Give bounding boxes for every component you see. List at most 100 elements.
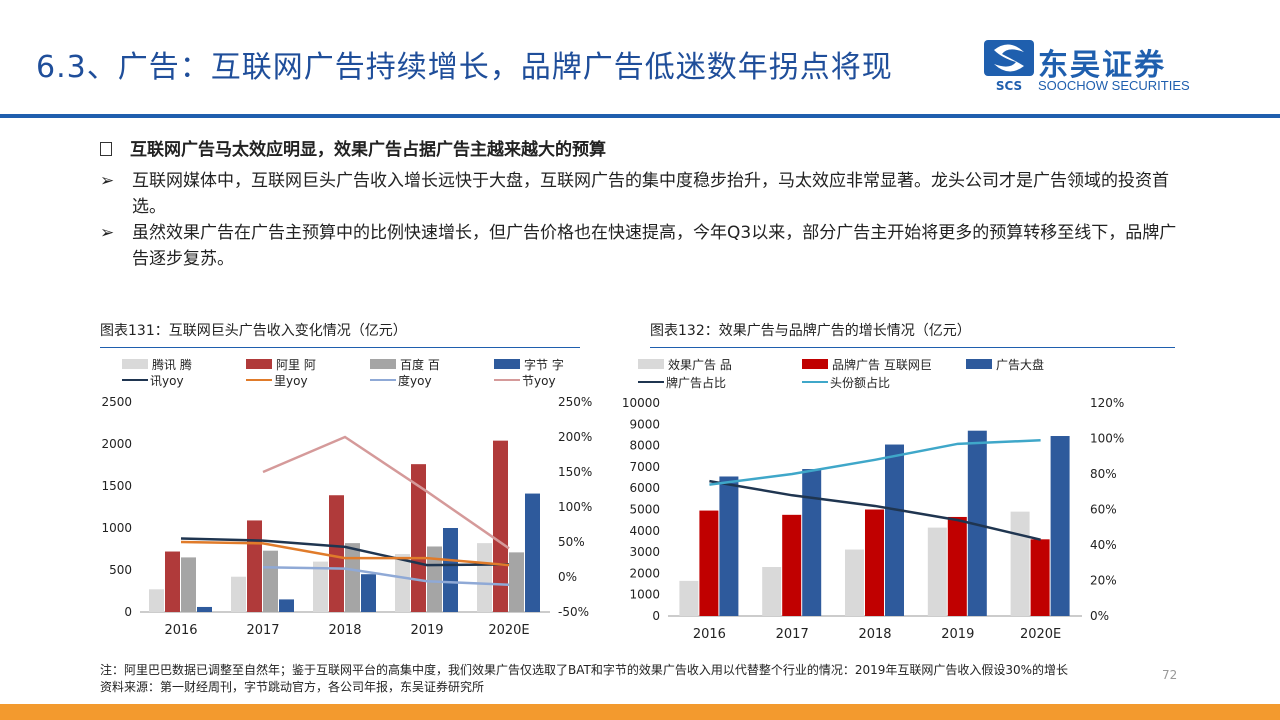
y-tick-label: 500	[109, 563, 132, 577]
y-tick-label: 7000	[629, 460, 660, 474]
bar	[967, 430, 987, 616]
bar	[1050, 436, 1070, 616]
y-tick-label: 0	[652, 609, 660, 623]
x-tick-label: 2018	[328, 623, 361, 638]
page-title: 6.3、广告：互联网广告持续增长，品牌广告低迷数年拐点将现	[36, 50, 893, 85]
y2-tick-label: 60%	[1090, 503, 1117, 517]
y-tick-label: 4000	[629, 524, 660, 538]
y2-tick-label: 0%	[558, 570, 577, 584]
legend-swatch	[370, 359, 396, 369]
y2-tick-label: 100%	[1090, 432, 1124, 446]
x-tick-label: 2019	[941, 627, 974, 642]
legend-label: 效果广告 品	[668, 357, 732, 372]
legend-swatch	[638, 359, 664, 369]
legend-swatch	[122, 359, 148, 369]
y2-tick-label: 40%	[1090, 538, 1117, 552]
bullet-text-2: 虽然效果广告在广告主预算中的比例快速增长，但广告价格也在快速提高，今年Q3以来，…	[132, 223, 1177, 269]
logo-chinese-name: 东吴证券	[1038, 48, 1166, 83]
chart1-rule	[100, 347, 580, 348]
y2-tick-label: 250%	[558, 395, 592, 409]
bar	[509, 552, 524, 612]
footnote-source: 资料来源：第一财经周刊，字节跳动官方，各公司年报，东吴证券研究所	[100, 680, 485, 694]
legend-label: 里yoy	[274, 374, 308, 388]
bar	[427, 546, 442, 612]
bar	[411, 464, 426, 612]
y-tick-label: 1500	[101, 479, 132, 493]
legend-swatch	[966, 359, 992, 369]
logo-mark-text: SCS	[996, 79, 1022, 92]
title-divider	[0, 114, 1280, 118]
bar	[395, 554, 410, 612]
bar	[679, 580, 699, 616]
bar	[885, 444, 904, 616]
y-tick-label: 5000	[629, 503, 660, 517]
y-tick-label: 2000	[629, 566, 660, 580]
y-tick-label: 6000	[629, 481, 660, 495]
logo-english-name: SOOCHOW SECURITIES	[1038, 78, 1190, 93]
bar	[493, 440, 508, 612]
legend-label: 字节 字	[524, 357, 564, 372]
y-tick-label: 3000	[629, 545, 660, 559]
footer-bar	[0, 704, 1280, 720]
bar	[865, 509, 884, 616]
bar	[263, 550, 278, 612]
legend-label: 牌广告占比	[666, 375, 726, 390]
y2-tick-label: 200%	[558, 430, 592, 444]
legend-swatch	[246, 359, 272, 369]
y2-tick-label: 100%	[558, 500, 592, 514]
bar	[231, 576, 246, 612]
footnote: 注：阿里巴巴数据已调整至自然年；鉴于互联网平台的高集中度，我们效果广告仅选取了B…	[100, 662, 1068, 696]
legend-label: 腾讯 腾	[152, 357, 192, 372]
company-logo: SCS 东吴证券 SOOCHOW SECURITIES	[984, 40, 1214, 96]
y2-tick-label: 80%	[1090, 467, 1117, 481]
arrow-bullet-icon: ➢	[100, 171, 115, 191]
y2-tick-label: 20%	[1090, 574, 1117, 588]
bar	[361, 574, 376, 612]
y-tick-label: 10000	[622, 396, 660, 410]
x-tick-label: 2017	[246, 623, 279, 638]
bar	[149, 589, 164, 612]
bar	[181, 557, 196, 612]
x-tick-label: 2016	[693, 627, 726, 642]
x-tick-label: 2018	[858, 627, 891, 642]
y2-tick-label: 150%	[558, 465, 592, 479]
page-number: 72	[1162, 668, 1178, 682]
y-tick-label: 9000	[629, 417, 660, 431]
bar	[443, 528, 458, 612]
legend-swatch	[802, 359, 828, 369]
section-headline: 互联网广告马太效应明显，效果广告占据广告主越来越大的预算	[100, 135, 606, 160]
bar	[1030, 539, 1050, 616]
legend-label: 头份额占比	[830, 375, 890, 390]
legend-swatch	[494, 359, 520, 369]
bar	[762, 567, 782, 616]
x-tick-label: 2020E	[488, 623, 529, 638]
bar	[165, 551, 180, 612]
y2-tick-label: 120%	[1090, 396, 1124, 410]
bar	[1010, 511, 1030, 616]
legend-label: 广告大盘	[996, 357, 1044, 372]
chart2-title: 图表132：效果广告与品牌广告的增长情况（亿元）	[650, 323, 971, 339]
y-tick-label: 2500	[101, 395, 132, 409]
bar	[477, 543, 492, 612]
bar	[525, 493, 540, 612]
legend-label: 品牌广告 互联网巨	[832, 358, 932, 372]
chart1-title: 图表131：互联网巨头广告收入变化情况（亿元）	[100, 323, 407, 339]
bar	[719, 476, 739, 616]
x-tick-label: 2019	[410, 623, 443, 638]
bar	[802, 469, 822, 616]
y-tick-label: 2000	[101, 437, 132, 451]
headline-text: 互联网广告马太效应明显，效果广告占据广告主越来越大的预算	[130, 140, 606, 160]
legend-label: 百度 百	[400, 357, 440, 372]
bar	[947, 516, 967, 616]
x-tick-label: 2017	[776, 627, 809, 642]
square-bullet-icon	[100, 142, 112, 156]
bar	[329, 495, 344, 612]
y2-tick-label: 50%	[558, 535, 585, 549]
legend-label: 阿里 阿	[276, 358, 316, 372]
scs-logo-icon: SCS	[984, 40, 1034, 92]
series-line	[262, 565, 510, 586]
bullet-item-2: ➢ 虽然效果广告在广告主预算中的比例快速增长，但广告价格也在快速提高，今年Q3以…	[100, 220, 1180, 272]
legend-label: 节yoy	[522, 374, 556, 388]
